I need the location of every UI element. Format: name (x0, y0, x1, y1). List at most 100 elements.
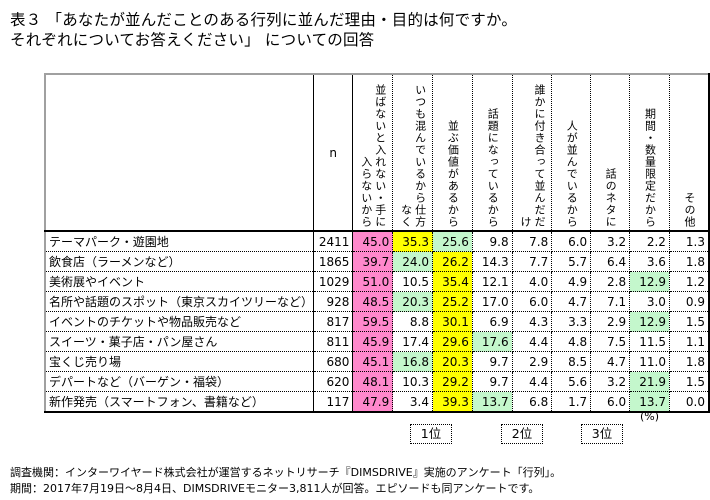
header-col-people-queuing: 人が並んでいるから (551, 74, 592, 232)
value-cell: 10.3 (392, 371, 434, 392)
value-cell: 3.4 (392, 391, 434, 412)
header-col-limited: 期間・数量限定だから (629, 74, 670, 232)
header-col-conversation: 話のネタに (590, 74, 631, 232)
row-n: 817 (313, 311, 354, 332)
value-cell: 7.8 (512, 231, 553, 252)
row-label: 名所や話題のスポット（東京スカイツリーなど） (45, 291, 315, 312)
value-cell: 6.9 (472, 311, 513, 332)
legend-rank-3: 3位 (581, 424, 623, 444)
value-cell: 13.7 (629, 391, 670, 412)
header-category (45, 74, 315, 232)
legend-rank-1: 1位 (410, 424, 452, 444)
value-cell: 7.5 (590, 331, 631, 352)
footer-period: 期間：2017年7月19日～8月4日、DIMSDRIVEモニター3,811人が回… (10, 482, 540, 495)
value-cell: 11.0 (629, 351, 670, 372)
value-cell: 9.7 (472, 371, 513, 392)
value-cell: 6.8 (512, 391, 553, 412)
value-cell: 16.8 (392, 351, 434, 372)
table-row: スイーツ・菓子店・パン屋さん 811 45.9 17.4 29.6 17.6 4.4 4.8 7… (45, 331, 709, 352)
row-label: 飲食店（ラーメンなど） (45, 251, 315, 272)
table-row: 美術展やイベント 1029 51.0 10.5 35.4 12.1 4.0 4.9 2.8 12.… (45, 271, 709, 292)
row-n: 811 (313, 331, 354, 352)
value-cell: 3.3 (551, 311, 592, 332)
value-cell: 29.2 (432, 371, 473, 392)
header-col-unavailable: 並ばないと入れない・手に入らないから (352, 74, 394, 232)
table-title: 表３ 「あなたが並んだことのある行列に並んだ理由・目的は何ですか。 それぞれにつ… (10, 10, 517, 50)
header-col-label: 並ぶ価値があるから (446, 120, 460, 228)
table-row: 宝くじ売り場 680 45.1 16.8 20.3 9.7 2.9 8.5 4.7 11.0 1.8 (45, 351, 709, 372)
row-label: テーマパーク・遊園地 (45, 231, 315, 252)
value-cell: 20.3 (392, 291, 434, 312)
value-cell: 1.3 (669, 231, 709, 252)
row-label: 宝くじ売り場 (45, 351, 315, 372)
value-cell: 4.4 (512, 371, 553, 392)
table-row: 飲食店（ラーメンなど） 1865 39.7 24.0 26.2 14.3 7.7 5.7 6.4… (45, 251, 709, 272)
row-n: 1029 (313, 271, 354, 292)
value-cell: 1.2 (669, 271, 709, 292)
value-cell: 2.2 (629, 231, 670, 252)
value-cell: 8.5 (551, 351, 592, 372)
value-cell: 39.3 (432, 391, 473, 412)
value-cell: 4.9 (551, 271, 592, 292)
header-col-label: いつも混んでいるから仕方なく (399, 84, 427, 228)
value-cell: 26.2 (432, 251, 473, 272)
table-row: テーマパーク・遊園地 2411 45.0 35.3 25.6 9.8 7.8 6.0 3.2 2.… (45, 231, 709, 252)
legend-rank-2-label: 2位 (511, 426, 533, 441)
value-cell: 14.3 (472, 251, 513, 272)
title-line-2: それぞれについてお答えください」 についての回答 (10, 31, 375, 49)
row-label: 新作発売（スマートフォン、書籍など） (45, 391, 315, 412)
value-cell: 2.9 (590, 311, 631, 332)
value-cell: 21.9 (629, 371, 670, 392)
value-cell: 2.9 (512, 351, 553, 372)
value-cell: 0.0 (685, 394, 705, 409)
value-cell: 4.3 (512, 311, 553, 332)
row-label: デパートなど（バーゲン・福袋） (45, 371, 315, 392)
value-cell: 9.8 (472, 231, 513, 252)
header-n: n (313, 74, 354, 232)
table-row: 新作発売（スマートフォン、書籍など） 117 47.9 3.4 39.3 13.7 6.8 1… (45, 391, 709, 412)
row-n: 928 (313, 291, 354, 312)
footer-notes: 調査機関：インターワイヤード株式会社が運営するネットリサーチ『DIMSDRIVE… (10, 465, 561, 497)
value-cell: 6.0 (590, 391, 631, 412)
header-row: n 並ばないと入れない・手に入らないから いつも混んでいるから仕方なく 並ぶ価値… (45, 74, 709, 232)
row-n: 1865 (313, 251, 354, 272)
value-cell: 5.6 (551, 371, 592, 392)
value-cell: 0.9 (669, 291, 709, 312)
header-col-label: 誰かに付き合って並んだだけ (518, 84, 546, 228)
header-col-label: 話のネタに (604, 168, 618, 228)
value-cell: 59.5 (352, 311, 394, 332)
value-cell: 35.3 (392, 231, 434, 252)
value-cell: 17.0 (472, 291, 513, 312)
survey-results-table: n 並ばないと入れない・手に入らないから いつも混んでいるから仕方なく 並ぶ価値… (44, 73, 710, 413)
value-cell: 47.9 (352, 391, 394, 412)
value-cell: 30.1 (432, 311, 473, 332)
value-cell: 4.8 (551, 331, 592, 352)
value-cell: 8.8 (392, 311, 434, 332)
value-cell: 11.5 (629, 331, 670, 352)
title-line-1: 表３ 「あなたが並んだことのある行列に並んだ理由・目的は何ですか。 (10, 11, 518, 29)
value-cell: 9.7 (472, 351, 513, 372)
header-col-worth-waiting: 並ぶ価値があるから (432, 74, 473, 232)
header-col-trending: 話題になっているから (472, 74, 513, 232)
value-cell: 6.4 (590, 251, 631, 272)
legend-rank-3-label: 3位 (591, 426, 613, 441)
row-n: 2411 (313, 231, 354, 252)
header-col-always-crowded: いつも混んでいるから仕方なく (392, 74, 434, 232)
value-cell: 1.1 (669, 331, 709, 352)
value-cell: 39.7 (352, 251, 394, 272)
value-cell: 6.0 (512, 291, 553, 312)
value-cell: 1.5 (669, 311, 709, 332)
value-cell: 4.7 (590, 351, 631, 372)
value-cell: 3.2 (590, 371, 631, 392)
header-col-label: 人が並んでいるから (565, 120, 579, 228)
legend-rank-1-label: 1位 (420, 426, 442, 441)
value-cell: 7.7 (512, 251, 553, 272)
value-cell: 35.4 (432, 271, 473, 292)
value-cell: 1.7 (551, 391, 592, 412)
value-cell: 12.1 (472, 271, 513, 292)
value-cell: 4.7 (551, 291, 592, 312)
row-label: スイーツ・菓子店・パン屋さん (45, 331, 315, 352)
value-cell: 25.2 (432, 291, 473, 312)
header-col-label: 期間・数量限定だから (643, 108, 657, 228)
legend-rank-2: 2位 (501, 424, 543, 444)
